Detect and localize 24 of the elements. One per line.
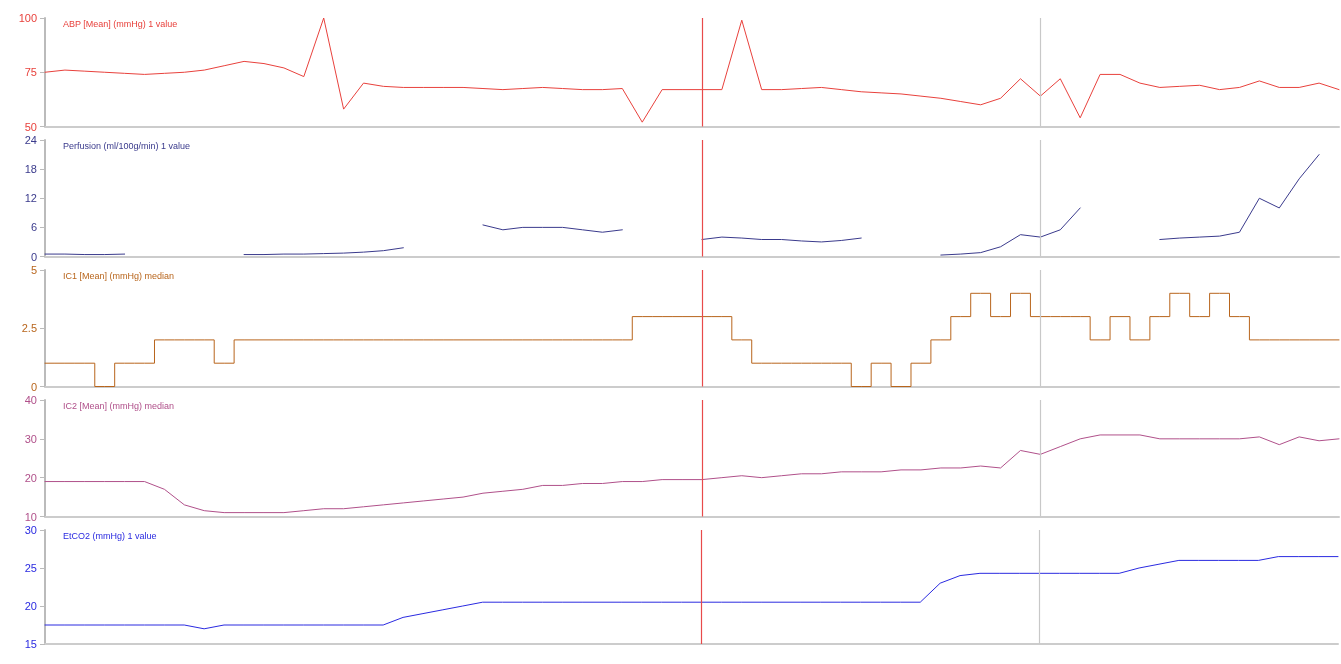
y-tick-label: 50 bbox=[24, 120, 37, 133]
chart-title: Perfusion (ml/100g/min) 1 value bbox=[63, 140, 191, 151]
y-tick-label: 75 bbox=[24, 66, 37, 79]
y-tick-label: 0 bbox=[30, 380, 37, 393]
y-tick-label: 6 bbox=[30, 221, 37, 234]
y-tick-label: 12 bbox=[24, 192, 37, 205]
y-tick-label: 100 bbox=[18, 12, 37, 24]
y-tick-label: 5 bbox=[30, 264, 37, 276]
y-tick-label: 2.5 bbox=[21, 322, 37, 335]
y-tick-label: 24 bbox=[24, 134, 37, 146]
y-tick-label: 0 bbox=[30, 250, 37, 263]
chart-title: IC1 [Mean] (mmHg) median bbox=[63, 270, 175, 281]
y-tick-label: 20 bbox=[24, 600, 37, 612]
y-tick-label: 25 bbox=[24, 562, 37, 574]
y-tick-label: 30 bbox=[24, 432, 37, 445]
y-tick-label: 18 bbox=[24, 163, 37, 176]
y-tick-label: 20 bbox=[24, 471, 37, 484]
chart-title: ABP [Mean] (mmHg) 1 value bbox=[63, 18, 178, 29]
y-tick-label: 15 bbox=[24, 638, 37, 650]
chart-title: IC2 [Mean] (mmHg) median bbox=[63, 400, 175, 411]
y-tick-label: 30 bbox=[24, 524, 37, 536]
y-tick-label: 40 bbox=[24, 394, 37, 406]
y-tick-label: 10 bbox=[24, 510, 37, 523]
chart-title: EtCO2 (mmHg) 1 value bbox=[63, 530, 157, 541]
